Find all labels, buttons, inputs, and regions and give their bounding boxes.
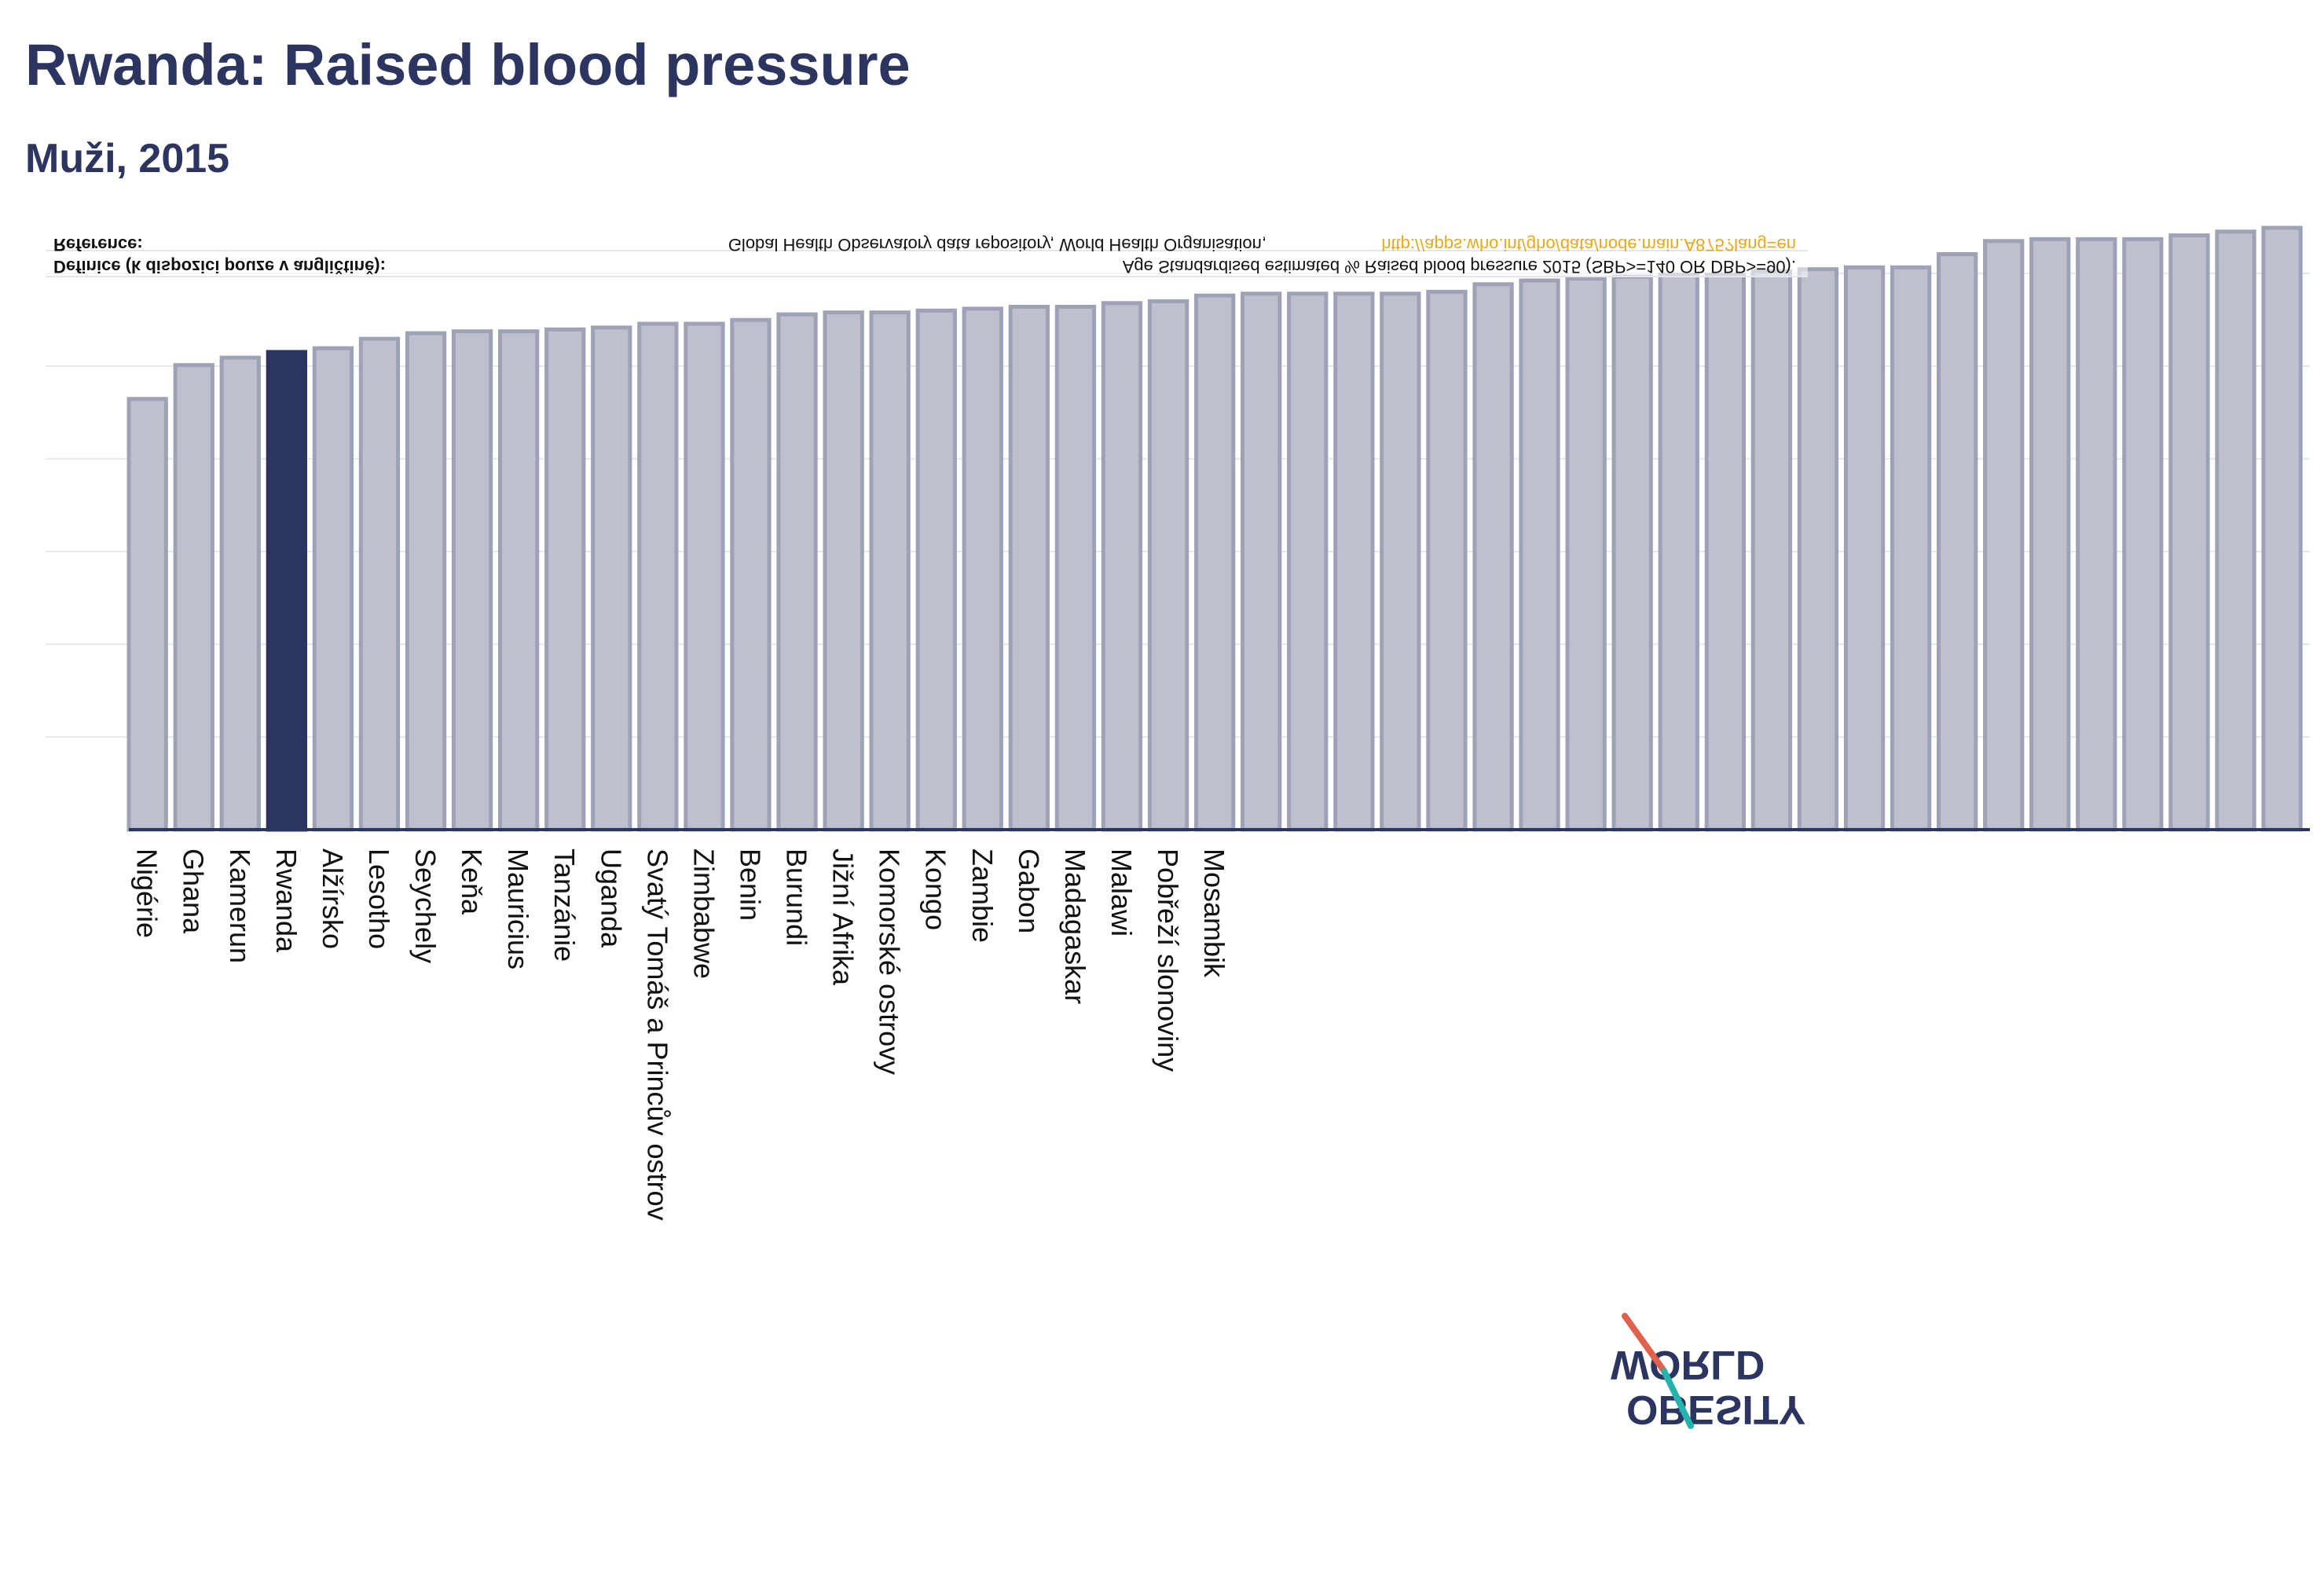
bar-highlight bbox=[266, 350, 308, 832]
bar bbox=[1519, 278, 1560, 832]
bar bbox=[2261, 225, 2303, 832]
notes-background bbox=[46, 251, 1808, 277]
notes-box: Definice (k dispozici pouze v angličtině… bbox=[46, 229, 1808, 277]
x-tick-label: Zimbabwe bbox=[687, 848, 720, 979]
bar bbox=[498, 329, 540, 832]
bar bbox=[591, 325, 632, 832]
x-tick-label: Komorské ostrovy bbox=[874, 848, 906, 1075]
reference-link[interactable]: http://apps.who.int/gho/data/node.main.A… bbox=[1381, 235, 1796, 255]
bar bbox=[405, 331, 447, 832]
bar bbox=[1426, 289, 1468, 832]
bars bbox=[126, 225, 2303, 832]
x-tick-label: Ghana bbox=[178, 848, 210, 934]
bar bbox=[2076, 236, 2117, 832]
bar bbox=[1194, 293, 1236, 832]
bar bbox=[1054, 305, 1097, 832]
bar bbox=[2122, 236, 2164, 832]
definition-label: Definice (k dispozici pouze v angličtině… bbox=[53, 257, 386, 277]
bar bbox=[2215, 229, 2256, 832]
bar bbox=[1565, 277, 1607, 832]
bar bbox=[451, 329, 493, 832]
x-tick-label: Kongo bbox=[920, 848, 952, 930]
bar bbox=[1333, 291, 1375, 832]
definition-text: Age Standardised estimated % Raised bloo… bbox=[1123, 257, 1796, 277]
x-tick-label: Madagaskar bbox=[1059, 848, 1091, 1004]
bar bbox=[1704, 273, 1746, 832]
x-tick-label: Tanzánie bbox=[548, 848, 581, 962]
bar bbox=[962, 306, 1003, 832]
x-tick-label: Nigérie bbox=[131, 848, 163, 938]
logo-accent-stroke bbox=[1622, 1313, 1667, 1374]
bar bbox=[730, 317, 772, 832]
bar bbox=[1101, 301, 1143, 832]
bar bbox=[1937, 252, 1978, 832]
chart-title: Rwanda: Raised blood pressure bbox=[25, 32, 911, 97]
x-tick-label: Pobřeží slonoviny bbox=[1152, 848, 1184, 1072]
x-tick-label: Seychely bbox=[409, 848, 442, 963]
bar bbox=[1008, 305, 1050, 832]
bar bbox=[869, 310, 911, 832]
bar bbox=[1750, 269, 1792, 832]
x-tick-label: Mauricius bbox=[502, 848, 534, 969]
bar bbox=[1658, 273, 1699, 832]
x-tick-label: Alžírsko bbox=[317, 848, 349, 949]
x-tick-label: Keňa bbox=[456, 848, 488, 915]
x-tick-label: Svatý Tomáš a Princův ostrov bbox=[641, 848, 673, 1221]
bar bbox=[173, 363, 214, 832]
bar bbox=[1287, 291, 1329, 832]
bar bbox=[1472, 282, 1514, 832]
bar bbox=[2029, 236, 2071, 832]
logo-text-world: WORLD bbox=[1611, 1342, 1765, 1387]
x-tick-label: Burundi bbox=[781, 848, 813, 946]
reference-label: Reference: bbox=[53, 235, 143, 255]
bar bbox=[1147, 299, 1189, 832]
x-tick-label: Jižní Afrika bbox=[827, 848, 860, 986]
bar bbox=[544, 327, 586, 832]
logo-accent-stroke bbox=[1661, 1368, 1694, 1429]
bar bbox=[312, 346, 354, 832]
bar bbox=[1983, 239, 2025, 832]
x-tick-label: Uganda bbox=[595, 848, 627, 948]
x-tick-label: Malawi bbox=[1105, 848, 1138, 936]
x-tick-label: Rwanda bbox=[270, 848, 302, 953]
bar bbox=[2168, 233, 2210, 832]
x-tick-labels: Nigérie Ghana Kamerun Rwanda Alžírsko Lesotho… bbox=[131, 848, 1230, 1221]
bar bbox=[1611, 274, 1653, 832]
bar bbox=[1241, 291, 1282, 832]
bar bbox=[823, 310, 864, 832]
notes-background bbox=[46, 229, 1808, 251]
x-tick-label: Gabon bbox=[1013, 848, 1045, 933]
x-tick-label: Benin bbox=[735, 848, 767, 921]
obesity-world-logo: OBESITY WORLD bbox=[1611, 1313, 1805, 1432]
bar bbox=[1380, 291, 1421, 832]
bar bbox=[126, 397, 168, 832]
x-tick-label: Kamerun bbox=[224, 848, 256, 963]
chart-subtitle: Muži, 2015 bbox=[25, 136, 230, 181]
bar bbox=[1797, 267, 1839, 832]
bar bbox=[915, 308, 957, 832]
bar bbox=[1843, 265, 1886, 832]
bar bbox=[637, 321, 679, 832]
x-tick-label: Zambie bbox=[966, 848, 999, 943]
x-tick-label: Mosambik bbox=[1198, 848, 1230, 978]
bar bbox=[219, 355, 261, 832]
bar bbox=[776, 312, 818, 832]
x-tick-label: Lesotho bbox=[363, 848, 395, 949]
bar bbox=[1890, 265, 1932, 832]
bar bbox=[358, 336, 401, 832]
bar bbox=[684, 321, 725, 832]
logo-text-obesity: OBESITY bbox=[1626, 1387, 1805, 1432]
reference-text: Global Health Observatory data repositor… bbox=[728, 235, 1266, 255]
